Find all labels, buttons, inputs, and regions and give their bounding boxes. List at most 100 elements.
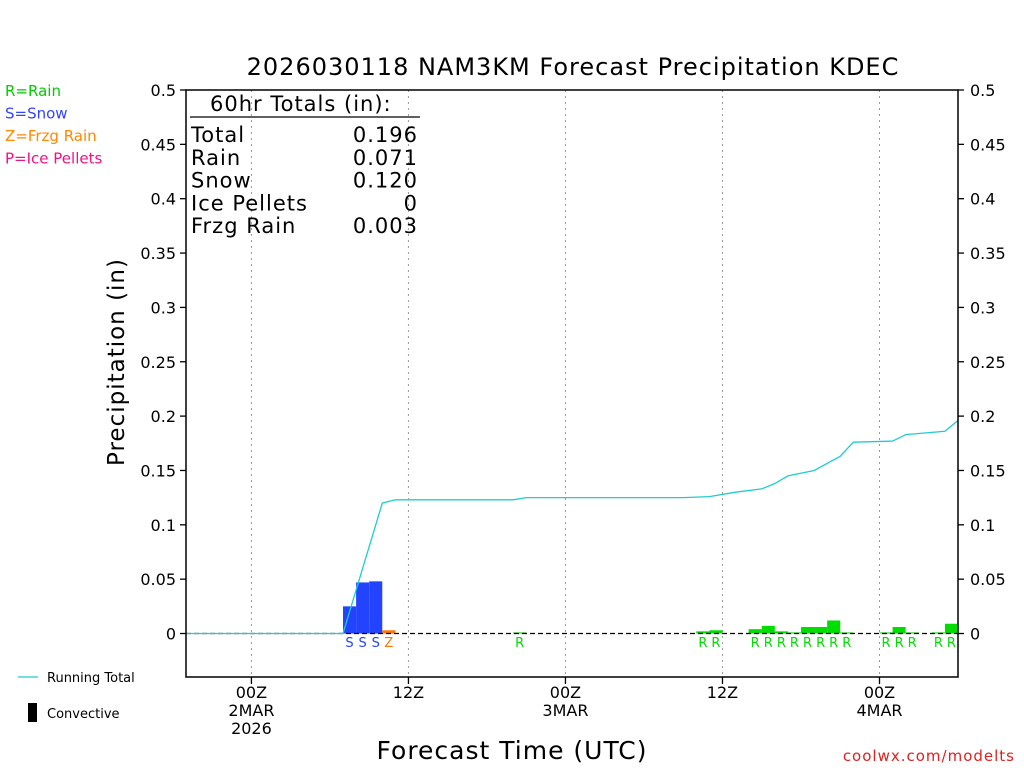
precip-bar — [944, 623, 958, 634]
y-tick-label-left: 0.05 — [140, 570, 176, 589]
precip-type-label: R — [947, 636, 956, 651]
x-tick-label: 3MAR — [542, 701, 588, 720]
credit-text: coolwx.com/modelts — [843, 747, 1015, 765]
precip-type-label: R — [711, 636, 720, 651]
y-tick-label-left: 0.25 — [140, 353, 176, 372]
precip-type-label: R — [790, 636, 799, 651]
totals-row-label: Total — [190, 123, 245, 147]
y-tick-label-left: 0.15 — [140, 461, 176, 480]
precip-bar — [800, 626, 815, 634]
precip-type-label: S — [372, 636, 380, 651]
precip-bar — [513, 632, 527, 634]
totals-row-value: 0.196 — [353, 123, 418, 147]
precip-type-label: R — [908, 636, 917, 651]
x-tick-label: 12Z — [707, 683, 738, 702]
x-tick-label: 4MAR — [856, 701, 902, 720]
precip-type-label: Z — [384, 636, 393, 651]
totals-row-value: 0.071 — [353, 146, 418, 170]
y-tick-label-left: 0.2 — [151, 407, 176, 426]
y-tick-label-left: 0 — [166, 625, 176, 644]
x-tick-label: 2MAR — [228, 701, 274, 720]
y-tick-label-right: 0 — [970, 625, 980, 644]
x-tick-label: 00Z — [550, 683, 581, 702]
precip-type-label: R — [882, 636, 891, 651]
y-tick-label-left: 0.35 — [140, 244, 176, 263]
y-tick-label-left: 0.1 — [151, 516, 176, 535]
precip-bar — [369, 581, 383, 634]
running-total-line — [186, 419, 959, 635]
totals-header: 60hr Totals (in): — [210, 92, 392, 116]
running-total-label: Running Total — [47, 671, 135, 686]
y-tick-label-right: 0.5 — [970, 81, 995, 100]
totals-row-label: Frzg Rain — [191, 214, 296, 238]
precip-type-label: R — [829, 636, 838, 651]
precip-bar — [696, 631, 710, 634]
totals-box: 60hr Totals (in): Total 0.196 Rain 0.071 Snow… — [190, 92, 420, 238]
gridlines — [250, 90, 880, 677]
precip-type-legend: R=Rain S=Snow Z=Frzg Rain P=Ice Pellets — [5, 82, 102, 168]
y-tick-label-right: 0.2 — [970, 407, 995, 426]
totals-row-label: Snow — [191, 169, 252, 193]
precip-type-legend-item: Z=Frzg Rain — [5, 127, 97, 145]
precip-type-label: R — [803, 636, 812, 651]
precip-type-label: R — [777, 636, 786, 651]
precip-type-legend-item: P=Ice Pellets — [5, 150, 102, 168]
running-total-legend: Running Total — [18, 671, 135, 686]
precip-type-legend-item: S=Snow — [5, 105, 68, 123]
y-tick-label-left: 0.45 — [140, 135, 176, 154]
x-axis-label: Forecast Time (UTC) — [377, 736, 648, 765]
precip-bar — [774, 631, 788, 634]
y-axis-ticks: 0 0 0.05 0.05 0.1 0.1 0.15 0.15 0.2 0.2 0.25 0.25 0.… — [140, 81, 1005, 644]
y-axis-label: Precipitation (in) — [104, 258, 130, 466]
y-tick-label-right: 0.05 — [970, 570, 1006, 589]
precip-bar — [709, 630, 723, 634]
precip-bar — [814, 626, 828, 634]
precip-type-label: R — [895, 636, 904, 651]
totals-row-value: 0 — [404, 191, 418, 215]
totals-row-label: Ice Pellets — [191, 191, 308, 215]
precip-bar — [748, 629, 762, 634]
precip-bar — [761, 625, 775, 634]
precip-bar — [356, 582, 370, 634]
y-tick-label-left: 0.3 — [151, 298, 176, 317]
precip-bar — [343, 606, 357, 634]
precip-bar — [382, 630, 396, 634]
plot-frame — [185, 89, 959, 678]
convective-label: Convective — [47, 707, 120, 722]
precip-type-label: R — [842, 636, 851, 651]
convective-legend: Convective — [28, 703, 120, 722]
y-tick-label-right: 0.45 — [970, 135, 1006, 154]
precip-type-label: R — [698, 636, 707, 651]
y-tick-label-left: 0.5 — [151, 81, 176, 100]
precip-type-label: R — [515, 636, 524, 651]
precip-type-label: S — [359, 636, 367, 651]
y-tick-label-right: 0.3 — [970, 298, 995, 317]
x-tick-label: 00Z — [864, 683, 895, 702]
precip-bars — [343, 581, 958, 634]
totals-row-value: 0.003 — [353, 214, 418, 238]
precip-type-label: R — [764, 636, 773, 651]
precip-type-label: R — [934, 636, 943, 651]
x-tick-label: 00Z — [236, 683, 267, 702]
y-tick-label-right: 0.25 — [970, 353, 1006, 372]
totals-row-value: 0.120 — [353, 169, 418, 193]
precip-bar — [827, 620, 841, 634]
x-tick-label: 12Z — [393, 683, 424, 702]
x-tick-label: 2026 — [231, 719, 272, 738]
y-tick-label-right: 0.4 — [970, 190, 995, 209]
y-tick-label-right: 0.1 — [970, 516, 995, 535]
precip-type-label: R — [816, 636, 825, 651]
y-tick-label-right: 0.15 — [970, 461, 1006, 480]
precip-type-label: R — [751, 636, 760, 651]
y-tick-label-left: 0.4 — [151, 190, 176, 209]
totals-row-label: Rain — [191, 146, 241, 170]
precip-type-legend-item: R=Rain — [5, 82, 61, 100]
precip-bar — [892, 626, 906, 634]
y-tick-label-right: 0.35 — [970, 244, 1006, 263]
chart-title: 2026030118 NAM3KM Forecast Precipitation… — [247, 53, 900, 81]
precip-bar — [905, 632, 919, 634]
precip-type-label: S — [345, 636, 353, 651]
